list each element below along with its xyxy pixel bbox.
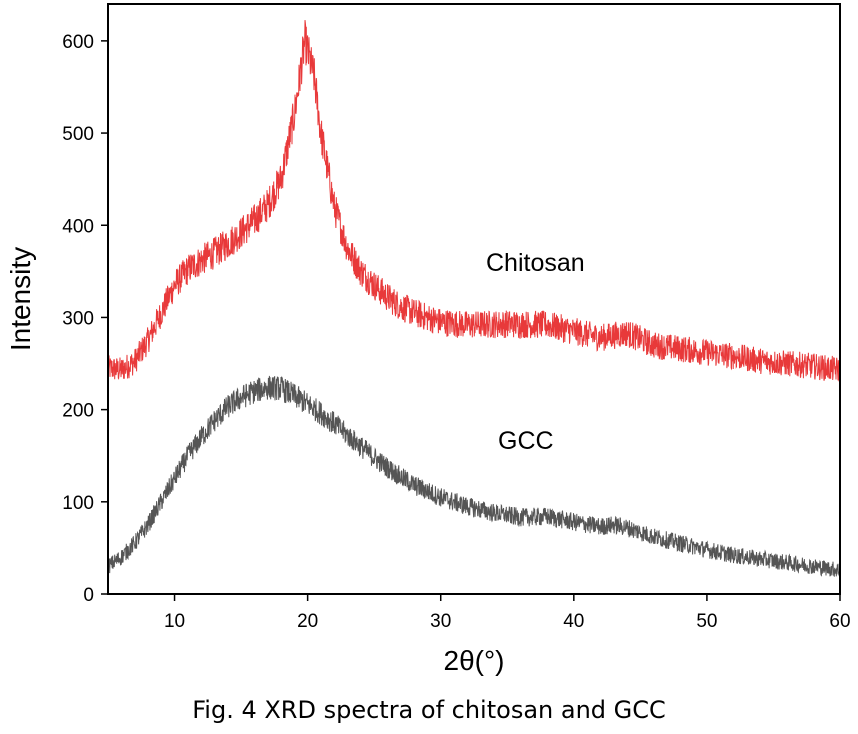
y-tick-label: 100 <box>62 493 94 514</box>
series-layer <box>108 20 840 577</box>
x-tick-label: 30 <box>430 611 451 632</box>
x-tick-label: 10 <box>164 611 185 632</box>
series-gcc <box>108 375 840 577</box>
series-label-gcc: GCC <box>498 427 554 455</box>
y-tick-label: 200 <box>62 401 94 422</box>
y-tick-label: 600 <box>62 32 94 53</box>
plot-frame <box>107 3 841 595</box>
xrd-chart: 10 20 30 40 50 60 0 100 200 300 400 500 600 Chitosa… <box>5 3 851 676</box>
series-line-chitosan <box>108 20 840 382</box>
y-axis: 0 100 200 300 400 500 600 <box>62 32 108 606</box>
x-tick-label: 20 <box>297 611 318 632</box>
y-tick-label: 300 <box>62 308 94 329</box>
series-labels: Chitosan GCC <box>486 249 585 455</box>
figure-caption: Fig. 4 XRD spectra of chitosan and GCC <box>192 696 666 724</box>
series-chitosan <box>108 20 840 382</box>
x-axis-title: 2θ(°) <box>444 645 505 676</box>
series-label-chitosan: Chitosan <box>486 249 585 277</box>
y-axis-title: Intensity <box>5 247 36 351</box>
y-tick-label: 400 <box>62 216 94 237</box>
x-tick-label: 50 <box>696 611 717 632</box>
y-tick-label: 0 <box>83 585 94 606</box>
x-tick-label: 60 <box>829 611 850 632</box>
series-line-gcc <box>108 375 840 577</box>
y-tick-label: 500 <box>62 124 94 145</box>
x-axis: 10 20 30 40 50 60 <box>164 594 851 632</box>
x-tick-label: 40 <box>563 611 584 632</box>
